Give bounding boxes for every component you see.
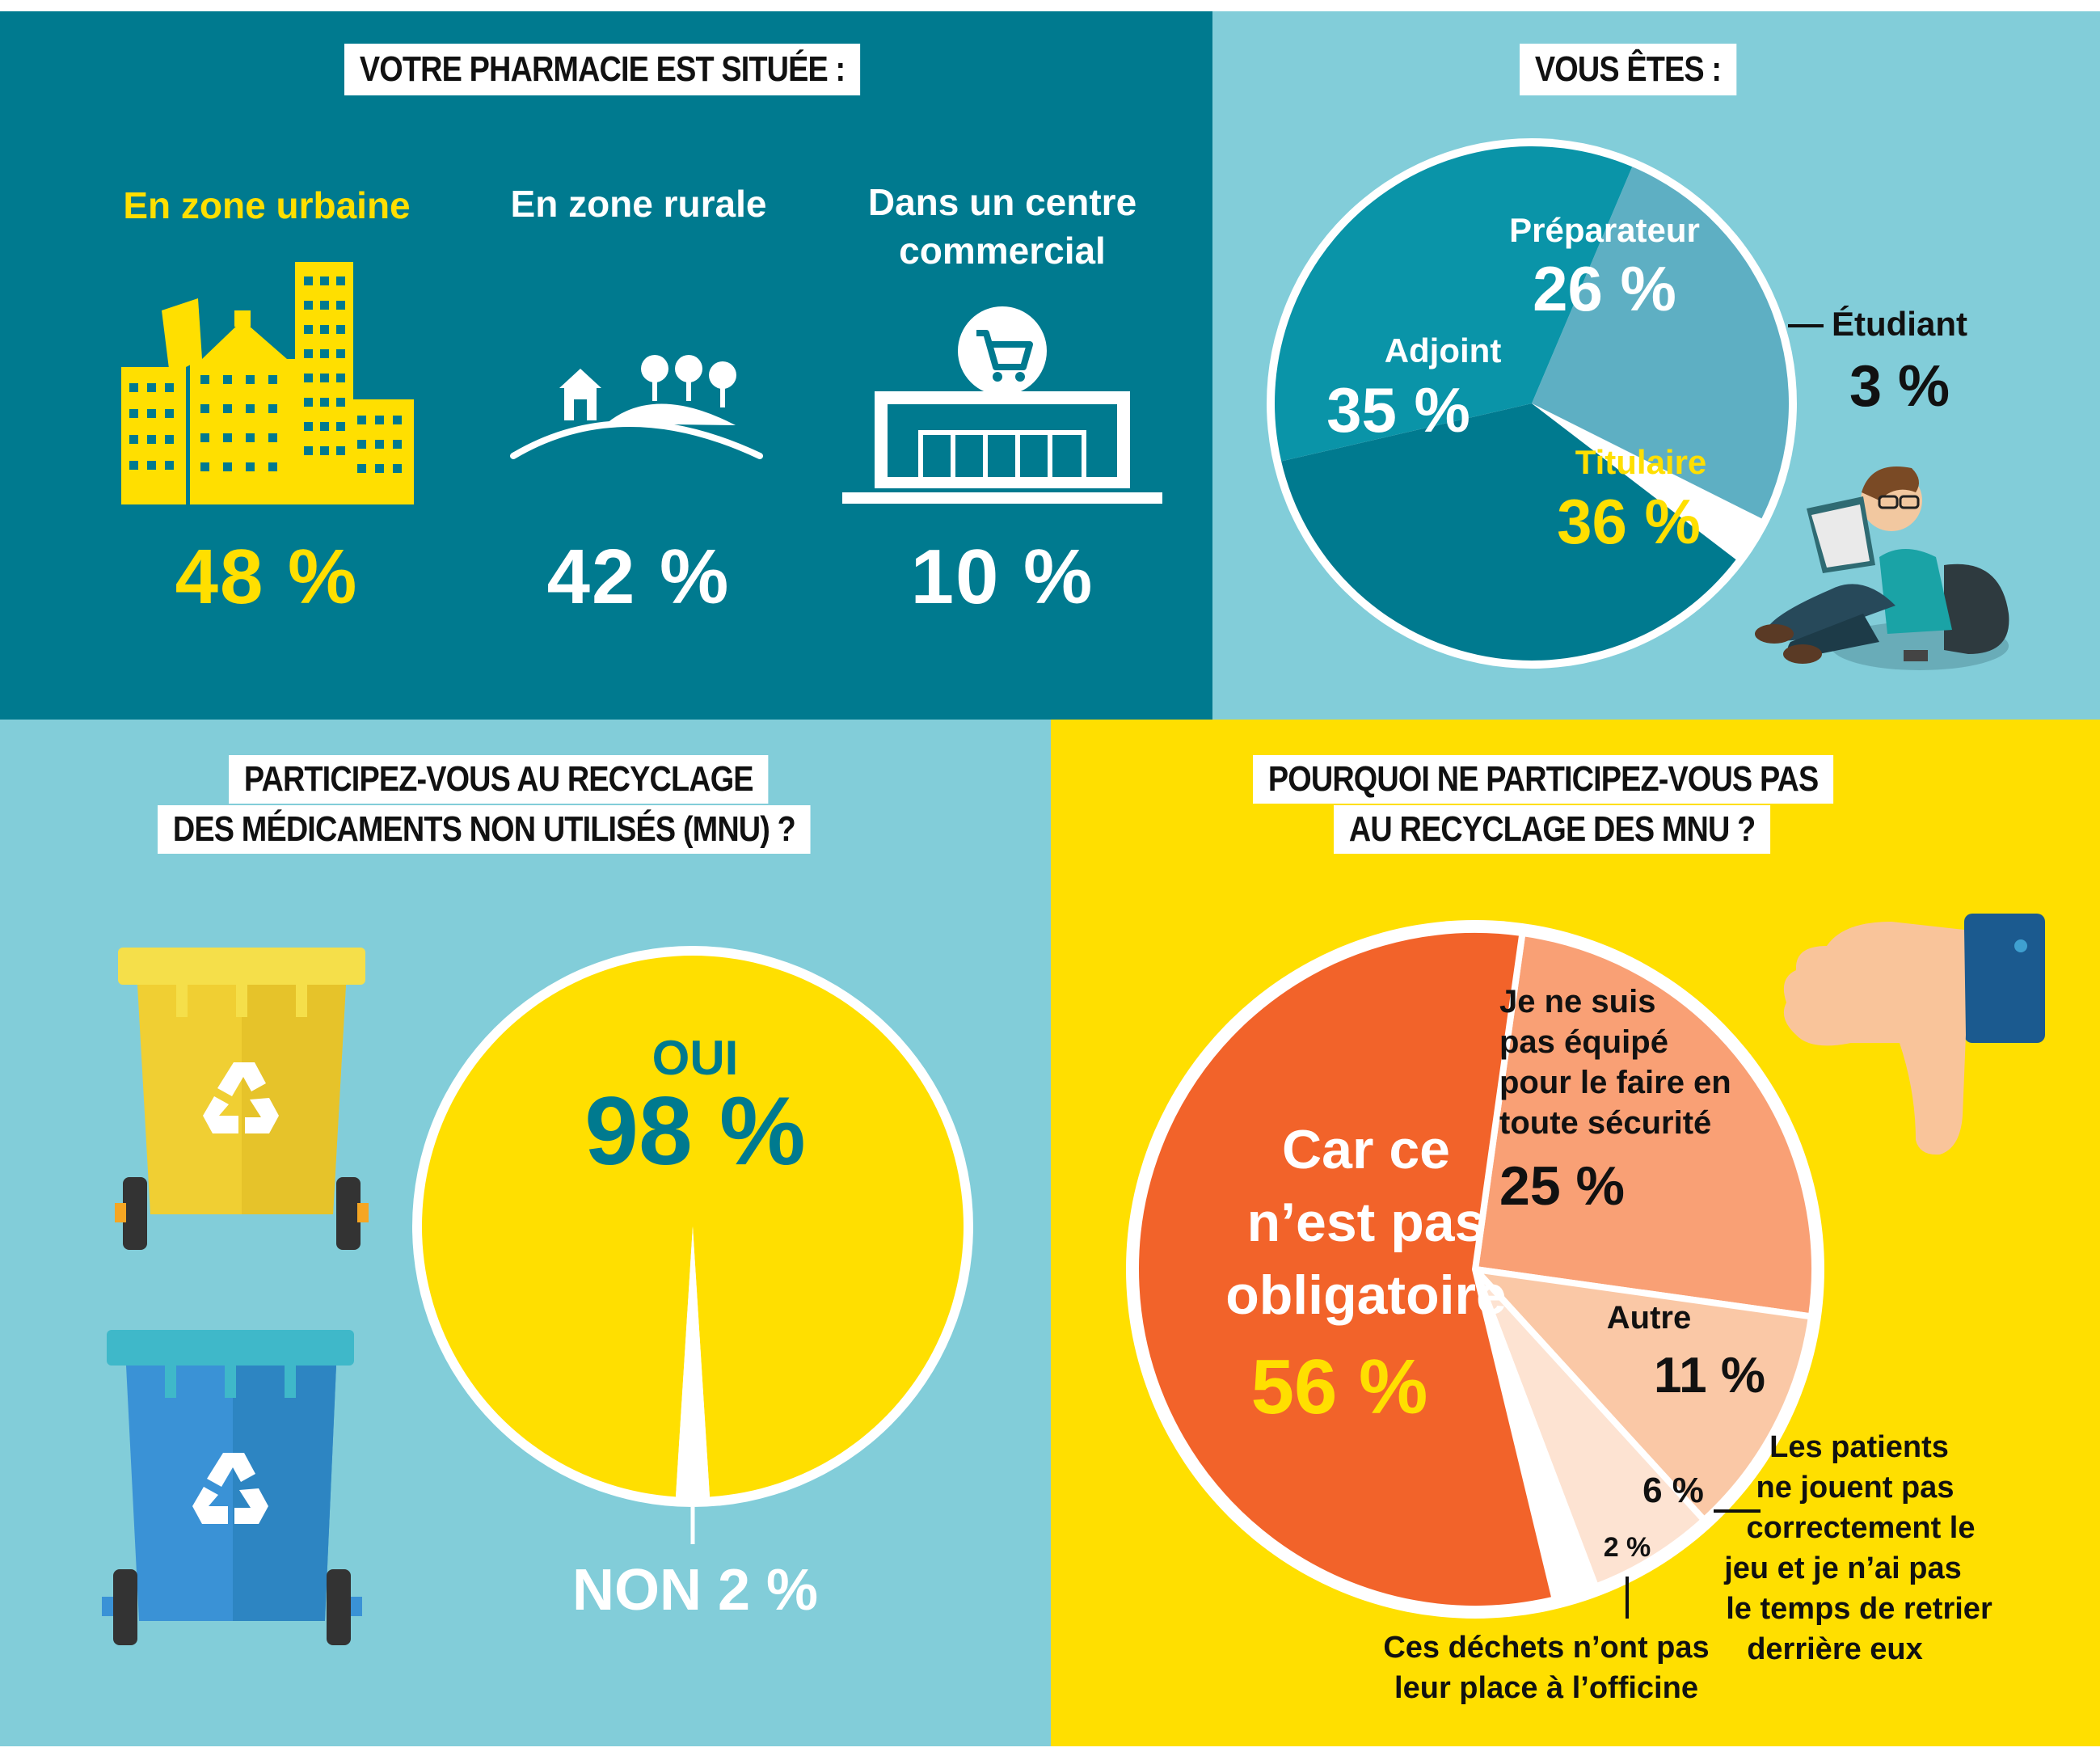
- why-label-dechets: Ces déchets n’ont pas: [1383, 1631, 1709, 1665]
- why-pie-slice: [1472, 1267, 1709, 1591]
- why-pct-dechets: 2 %: [1604, 1532, 1651, 1563]
- city-buildings-icon: [121, 262, 414, 504]
- why-label-patients: jeu et je n’ai pas: [1723, 1551, 1962, 1585]
- role-title: VOUS ÊTES :: [1520, 44, 1737, 95]
- oui-label: OUI: [652, 1031, 739, 1085]
- zone-pct-urban: 48 %: [175, 534, 359, 620]
- zone-label-rural: En zone rurale: [510, 183, 767, 225]
- why-pie-slice: [1466, 1264, 1815, 1525]
- why-pct-obligatoire: 56 %: [1251, 1344, 1428, 1430]
- why-label-equipement: pas équipé: [1499, 1024, 1668, 1060]
- recycle-panel: PARTICIPEZ-VOUS AU RECYCLAGE DES MÉDICAM…: [0, 720, 1051, 1746]
- role-panel: VOUS ÊTES : Préparateur 26 % Adjoint 35 % Ti…: [1212, 11, 2100, 720]
- why-title-line-2: AU RECYCLAGE DES MNU ?: [1334, 805, 1771, 854]
- slice-label-titulaire: Titulaire: [1575, 443, 1707, 481]
- zone-label-commercial: Dans un centre commercial: [867, 181, 1137, 272]
- location-title: VOTRE PHARMACIE EST SITUÉE :: [344, 44, 861, 95]
- role-pie-slice: [1281, 403, 1736, 661]
- zone-label-urban: En zone urbaine: [123, 184, 411, 226]
- zone-pct-rural: 42 %: [546, 534, 731, 620]
- non-text: NON 2 %: [571, 1558, 819, 1623]
- why-label-autre: Autre: [1607, 1300, 1691, 1336]
- why-label-equipement: Je ne suis: [1499, 984, 1655, 1019]
- why-pie-slice: [1132, 927, 1559, 1612]
- slice-pct-etudiant: 3 %: [1849, 354, 1950, 419]
- recycle-title-line-2: DES MÉDICAMENTS NON UTILISÉS (MNU) ?: [158, 805, 811, 854]
- why-label-patients: Les patients: [1769, 1430, 1949, 1464]
- role-pie-slice: [1532, 403, 1762, 560]
- role-pie-slice: [1532, 167, 1789, 519]
- blue-recycle-bin-icon: [102, 1330, 362, 1645]
- why-pct-equipement: 25 %: [1499, 1155, 1625, 1217]
- why-label-equipement: pour le faire en: [1499, 1065, 1731, 1100]
- role-pie-chart: Préparateur 26 % Adjoint 35 % Titulaire 36 % É…: [1267, 138, 1967, 669]
- slice-label-preparateur: Préparateur: [1509, 211, 1700, 249]
- slice-label-adjoint: Adjoint: [1385, 331, 1502, 369]
- why-label-obligatoire: obligatoire: [1225, 1264, 1507, 1326]
- recycle-pie-slice-oui: [422, 956, 964, 1497]
- role-pie-slice: [1275, 146, 1633, 462]
- why-label-patients: derrière eux: [1747, 1632, 1923, 1666]
- why-pct-patients: 6 %: [1642, 1471, 1704, 1510]
- why-label-patients: ne jouent pas: [1756, 1471, 1955, 1505]
- recycle-title-line-1: PARTICIPEZ-VOUS AU RECYCLAGE: [229, 755, 769, 804]
- slice-pct-adjoint: 35 %: [1326, 374, 1470, 445]
- yellow-recycle-bin-icon: [115, 948, 369, 1250]
- why-label-patients: correctement le: [1746, 1511, 1975, 1545]
- why-pie-chart: Je ne suis pas équipé pour le faire en tout…: [1126, 920, 1992, 1705]
- location-panel: VOTRE PHARMACIE EST SITUÉE : En zone urb…: [0, 11, 1212, 720]
- thumbs-down-icon: [1783, 914, 2045, 1155]
- student-reading-illustration: [1755, 466, 2009, 670]
- why-title-line-1: POURQUOI NE PARTICIPEZ-VOUS PAS: [1253, 755, 1834, 804]
- why-label-dechets: leur place à l’officine: [1394, 1671, 1698, 1705]
- rural-house-trees-icon: [510, 355, 763, 459]
- recycle-symbol-icon: [203, 1062, 279, 1133]
- zone-pct-commercial: 10 %: [910, 534, 1094, 620]
- slice-pct-preparateur: 26 %: [1533, 253, 1676, 324]
- slice-pct-titulaire: 36 %: [1557, 486, 1701, 557]
- why-pct-autre: 11 %: [1654, 1348, 1765, 1404]
- why-panel: POURQUOI NE PARTICIPEZ-VOUS PAS AU RECYC…: [1051, 720, 2100, 1746]
- slice-label-etudiant: Étudiant: [1832, 305, 1967, 343]
- why-label-obligatoire: Car ce: [1282, 1119, 1450, 1180]
- recycle-pie-slice-non: [675, 1226, 711, 1497]
- shopping-center-cart-icon: [842, 306, 1162, 504]
- recycle-pie-chart: [412, 946, 973, 1544]
- why-pie-slice: [1471, 929, 1818, 1320]
- oui-pct: 98 %: [584, 1077, 806, 1185]
- why-label-equipement: toute sécurité: [1499, 1105, 1711, 1141]
- why-label-patients: le temps de retrier: [1726, 1592, 1992, 1626]
- why-label-obligatoire: n’est pas: [1247, 1192, 1486, 1253]
